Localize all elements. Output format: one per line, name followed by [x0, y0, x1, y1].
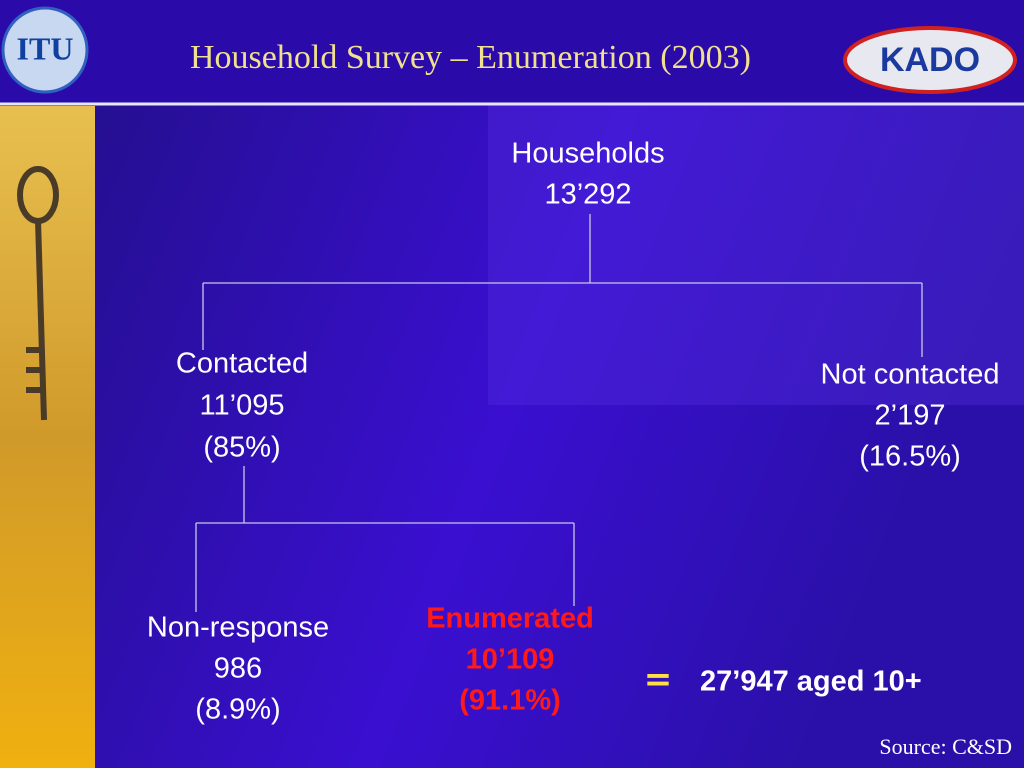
panel [488, 105, 1024, 405]
kado-logo: KADO [843, 26, 1017, 94]
node-label: 13’292 [544, 179, 631, 211]
node-label: (91.1%) [459, 685, 561, 717]
equals: = [644, 660, 673, 700]
node-label: (85%) [203, 432, 280, 464]
key-icon [17, 166, 59, 421]
tree-lines [195, 214, 923, 612]
node-label: Non-response [147, 612, 329, 644]
result: 27’947 aged 10+ [700, 666, 922, 698]
title: Household Survey – Enumeration (2003) [190, 39, 751, 76]
node-label: 11’095 [200, 390, 285, 422]
node-label: (16.5%) [859, 441, 961, 473]
node-label: Contacted [176, 348, 308, 380]
node-label: 2’197 [875, 400, 946, 432]
node-label: 986 [214, 653, 262, 685]
node-label: Households [511, 138, 664, 170]
itu-logo: ITU [1, 6, 89, 94]
node-label: (8.9%) [195, 694, 280, 726]
node-label: 10’109 [466, 644, 555, 676]
source: Source: C&SD [879, 734, 1012, 759]
node-label: Not contacted [821, 359, 1000, 391]
node-label: Enumerated [426, 603, 594, 635]
side-strip [0, 106, 95, 768]
logo-text: KADO [880, 41, 980, 79]
logo-text: ITU [17, 30, 74, 66]
